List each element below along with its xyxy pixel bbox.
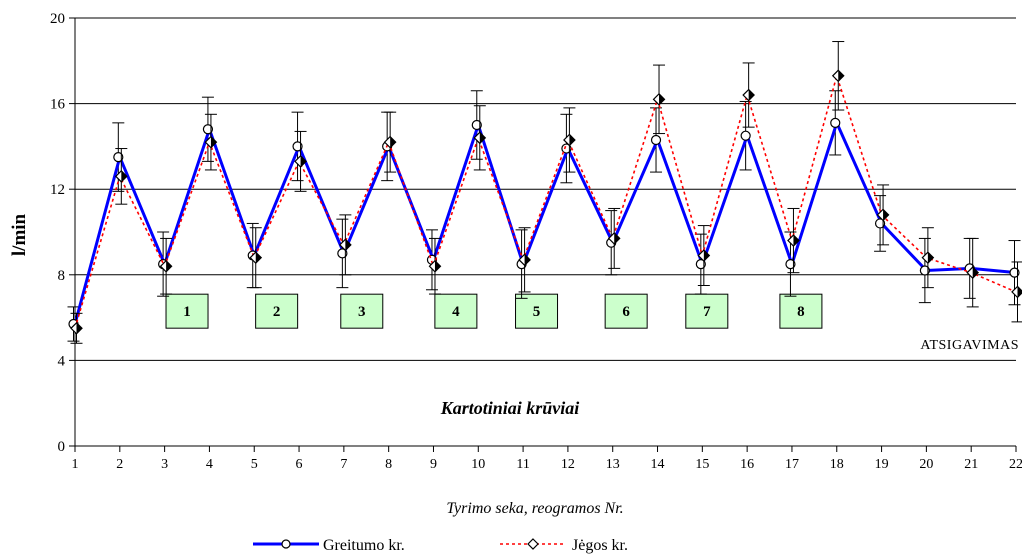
x-tick-label: 17	[785, 457, 799, 472]
data-point-shade	[614, 232, 620, 244]
data-point-shade	[210, 136, 217, 148]
repetition-box-label: 8	[797, 304, 805, 320]
data-point	[650, 134, 662, 146]
repetition-box	[604, 293, 648, 329]
x-tick-label: 6	[296, 457, 303, 472]
data-point-shade	[390, 136, 396, 148]
data-point-shade	[883, 209, 889, 221]
data-point-shade	[703, 250, 710, 262]
data-point-shade	[345, 239, 351, 251]
legend-label-strength: Jėgos kr.	[572, 537, 628, 554]
data-point	[785, 259, 796, 270]
x-axis-label: Tyrimo seka, reogramos Nr.	[446, 500, 623, 517]
x-tick-label: 4	[206, 457, 213, 472]
repetition-box-label: 1	[183, 304, 191, 320]
y-tick-label: 0	[58, 439, 66, 455]
y-tick-label: 8	[58, 268, 66, 284]
data-point	[561, 143, 572, 154]
data-point	[337, 248, 348, 259]
repetition-box-label: 3	[358, 304, 366, 320]
repetition-box	[515, 293, 559, 329]
x-tick-label: 14	[651, 457, 665, 472]
data-point-shade	[972, 267, 979, 279]
repetition-box	[255, 293, 299, 329]
data-point	[471, 119, 482, 131]
data-point-shade	[524, 254, 531, 266]
x-tick-label: 22	[1009, 457, 1022, 472]
legend-marker-speed	[281, 539, 291, 549]
data-point-shade	[927, 252, 934, 264]
y-axis-label: l/min	[9, 213, 30, 256]
repetition-box	[165, 293, 209, 329]
x-tick-label: 20	[919, 457, 933, 472]
x-tick-label: 8	[385, 457, 392, 472]
data-point-shade	[793, 235, 799, 247]
x-tick-label: 2	[116, 457, 123, 472]
x-tick-label: 3	[161, 457, 168, 472]
x-tick-label: 19	[875, 457, 889, 472]
series-group	[67, 41, 1022, 344]
data-point	[292, 141, 303, 152]
data-point	[830, 117, 841, 128]
data-point	[202, 124, 214, 135]
repetition-box	[340, 293, 384, 329]
legend: Greitumo kr. Jėgos kr.	[253, 537, 628, 554]
data-point	[113, 152, 124, 163]
legend-item-strength: Jėgos kr.	[500, 537, 628, 554]
legend-label-speed: Greitumo kr.	[323, 537, 405, 554]
repetition-box-label: 2	[273, 304, 281, 320]
data-point-shade	[479, 132, 486, 144]
y-tick-label: 12	[50, 182, 65, 198]
repetition-box-label: 7	[703, 304, 711, 320]
data-point-shade	[76, 322, 82, 334]
data-point-shade	[748, 89, 755, 101]
data-point-shade	[255, 252, 262, 264]
x-tick-label: 11	[516, 457, 529, 472]
x-tick-label: 18	[830, 457, 844, 472]
repetition-boxes: 1 2 3 4 5 6 7 8	[165, 293, 823, 329]
data-point	[1009, 267, 1020, 278]
series-strength	[70, 41, 1022, 344]
data-point	[874, 218, 886, 229]
y-tick-label: 16	[50, 97, 66, 113]
y-tick-label: 20	[50, 11, 65, 27]
legend-item-speed: Greitumo kr.	[253, 537, 405, 554]
data-point	[695, 259, 706, 270]
data-point-shade	[659, 93, 665, 105]
data-point-shade	[838, 70, 844, 82]
series-line	[73, 118, 1017, 325]
legend-marker-strength	[527, 538, 539, 550]
x-tick-label: 16	[740, 457, 754, 472]
x-tick-label: 7	[340, 457, 347, 472]
x-tick-label: 13	[606, 457, 620, 472]
repetition-box	[779, 293, 823, 329]
x-tick-label: 15	[695, 457, 709, 472]
annotation-repeated-loads: Kartotiniai krūviai	[440, 398, 580, 418]
repetition-box-label: 6	[622, 304, 630, 320]
data-point-shade	[121, 170, 127, 182]
data-point-shade	[569, 134, 575, 146]
data-point-shade	[166, 260, 172, 272]
data-point-shade	[1017, 286, 1022, 298]
repetition-box-label: 4	[452, 304, 460, 320]
x-tick-label: 9	[430, 457, 437, 472]
series-line	[74, 72, 1017, 329]
annotation-recovery: ATSIGAVIMAS	[920, 338, 1019, 353]
data-point	[919, 265, 930, 276]
x-tick-label: 21	[964, 457, 978, 472]
repetition-box	[434, 293, 478, 329]
x-tick-label: 10	[471, 457, 485, 472]
y-tick-label: 4	[58, 353, 66, 369]
data-point	[740, 130, 751, 141]
data-point-shade	[434, 260, 441, 272]
x-tick-label: 5	[251, 457, 258, 472]
x-tick-label: 12	[561, 457, 575, 472]
data-point-shade	[300, 155, 307, 167]
x-tick-label: 1	[72, 457, 79, 472]
repetition-box-label: 5	[533, 304, 541, 320]
